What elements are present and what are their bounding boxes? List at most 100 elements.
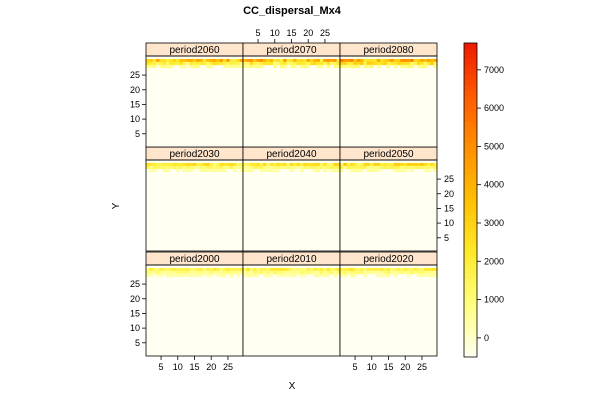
y-tick-label: 10 [130, 323, 140, 333]
heat-cell [350, 61, 354, 66]
heat-cell [279, 270, 284, 275]
panel-background [340, 160, 437, 251]
heat-cell [289, 64, 294, 69]
heat-cell [249, 58, 254, 63]
heat-cell [356, 168, 361, 173]
heat-cell [219, 162, 224, 167]
heat-cell [229, 165, 234, 170]
heat-cell [216, 273, 220, 278]
heat-cell [336, 267, 341, 272]
heat-cell [423, 270, 428, 275]
heat-cell [286, 61, 291, 66]
heat-cell [182, 162, 187, 167]
heat-cell [166, 162, 170, 167]
heat-cell [209, 165, 214, 170]
heat-cell [360, 162, 364, 167]
heat-cell [179, 267, 184, 272]
heat-cell [336, 162, 341, 167]
heat-cell [350, 162, 354, 167]
heat-cell [263, 168, 267, 173]
heat-cell [159, 162, 164, 167]
heat-cell [393, 61, 398, 66]
heat-cell [363, 273, 368, 278]
heat-cell [363, 61, 368, 66]
heat-cell [166, 168, 170, 173]
colorbar-segment [464, 90, 477, 96]
heat-cell [172, 273, 177, 278]
heat-cell [426, 270, 431, 275]
heat-cell [232, 162, 237, 167]
heat-cell [219, 61, 224, 66]
heat-cell [309, 58, 314, 63]
heat-cell [319, 61, 324, 66]
heat-cell [336, 168, 341, 173]
heat-cell [319, 267, 324, 272]
heat-cell [376, 61, 381, 66]
heat-cell [393, 165, 398, 170]
heat-cell [249, 64, 254, 69]
heat-cell [350, 168, 354, 173]
heat-cell [249, 165, 254, 170]
heat-cell [169, 61, 174, 66]
heat-cell [192, 165, 197, 170]
heat-cell [393, 168, 398, 173]
heat-cell [293, 270, 297, 275]
heat-cell [222, 61, 227, 66]
heat-cell [219, 270, 224, 275]
colorbar-segment [464, 273, 477, 279]
heat-cell [253, 64, 257, 69]
colorbar-segment [464, 63, 477, 70]
heat-cell [236, 273, 240, 278]
heat-cell [400, 165, 404, 170]
heat-cell [319, 270, 324, 275]
heat-cell [166, 58, 170, 63]
heat-cell [350, 273, 354, 278]
heat-cell [229, 61, 234, 66]
heat-cell [273, 267, 277, 272]
panel-strip-label: period2060 [169, 45, 219, 56]
heat-cell [159, 270, 164, 275]
heat-cell [206, 267, 210, 272]
heat-cell [192, 58, 197, 63]
heat-cell [413, 165, 418, 170]
heat-cell [383, 61, 388, 66]
heat-cell [326, 64, 331, 69]
colorbar-segment [464, 262, 477, 269]
heat-cell [192, 270, 197, 275]
heat-cell [410, 168, 414, 173]
panel-period2000: period2000 [145, 251, 244, 357]
heat-cell [169, 273, 174, 278]
colorbar-segment [464, 95, 477, 101]
heat-cell [166, 267, 170, 272]
heat-cell [186, 168, 190, 173]
heat-cell [353, 267, 358, 272]
heat-cell [346, 58, 351, 63]
heat-cell [293, 267, 297, 272]
heat-cell [293, 162, 297, 167]
heat-cell [169, 270, 174, 275]
heat-cell [176, 162, 180, 167]
heat-cell [393, 58, 398, 63]
heat-cell [176, 267, 180, 272]
heat-cell [400, 64, 404, 69]
heat-cell [383, 165, 388, 170]
heat-cell [423, 168, 428, 173]
heat-cell [159, 165, 164, 170]
heat-cell [189, 165, 194, 170]
heat-cell [319, 58, 324, 63]
heat-cell [276, 61, 281, 66]
heat-cell [370, 64, 374, 69]
heat-cell [146, 273, 150, 278]
heat-cell [219, 58, 224, 63]
heat-cell [162, 58, 167, 63]
heat-cell [386, 64, 391, 69]
x-tick-label: 5 [159, 362, 164, 372]
y-tick-label: 25 [444, 174, 454, 184]
heat-cell [149, 267, 153, 272]
heat-cell [149, 165, 153, 170]
heat-cell [253, 58, 257, 63]
heat-cell [296, 165, 301, 170]
heat-cell [146, 64, 150, 69]
panel-strip-label: period2020 [363, 254, 413, 265]
heat-cell [416, 58, 421, 63]
